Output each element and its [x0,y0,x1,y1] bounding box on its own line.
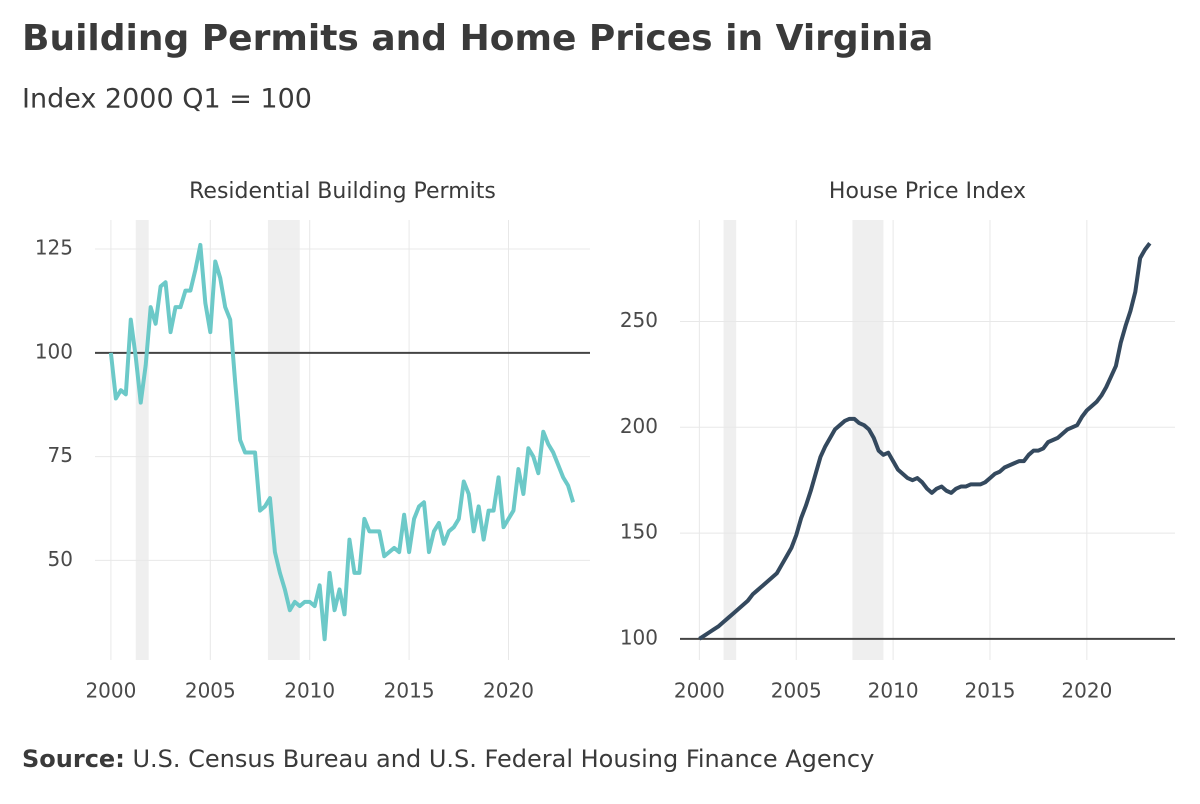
x-tick-label: 2015 [384,679,435,703]
panel-title: Residential Building Permits [189,179,496,204]
y-tick-label: 50 [48,547,73,571]
x-tick-label: 2005 [185,679,236,703]
y-tick-label: 100 [35,339,73,363]
y-tick-label: 75 [48,443,73,467]
x-tick-label: 2000 [674,679,725,703]
y-tick-label: 100 [620,625,658,649]
x-tick-label: 2000 [85,679,136,703]
source-text: U.S. Census Bureau and U.S. Federal Hous… [132,745,874,773]
x-tick-label: 2005 [771,679,822,703]
recession-band [852,220,884,660]
y-tick-label: 200 [620,414,658,438]
recession-band [135,220,149,660]
panel-title: House Price Index [829,179,1026,204]
recession-band [723,220,737,660]
source-label: Source: [22,745,125,773]
recession-band [267,220,300,660]
x-tick-label: 2020 [1061,679,1112,703]
y-tick-label: 150 [620,520,658,544]
x-tick-label: 2020 [483,679,534,703]
title: Building Permits and Home Prices in Virg… [22,18,933,59]
subtitle: Index 2000 Q1 = 100 [22,84,312,115]
x-tick-label: 2010 [284,679,335,703]
x-tick-label: 2010 [868,679,919,703]
x-tick-label: 2015 [965,679,1016,703]
data-line [108,242,576,642]
source: Source: U.S. Census Bureau and U.S. Fede… [22,745,874,773]
y-tick-label: 125 [35,236,73,260]
y-tick-label: 250 [620,308,658,332]
data-line [698,242,1152,641]
